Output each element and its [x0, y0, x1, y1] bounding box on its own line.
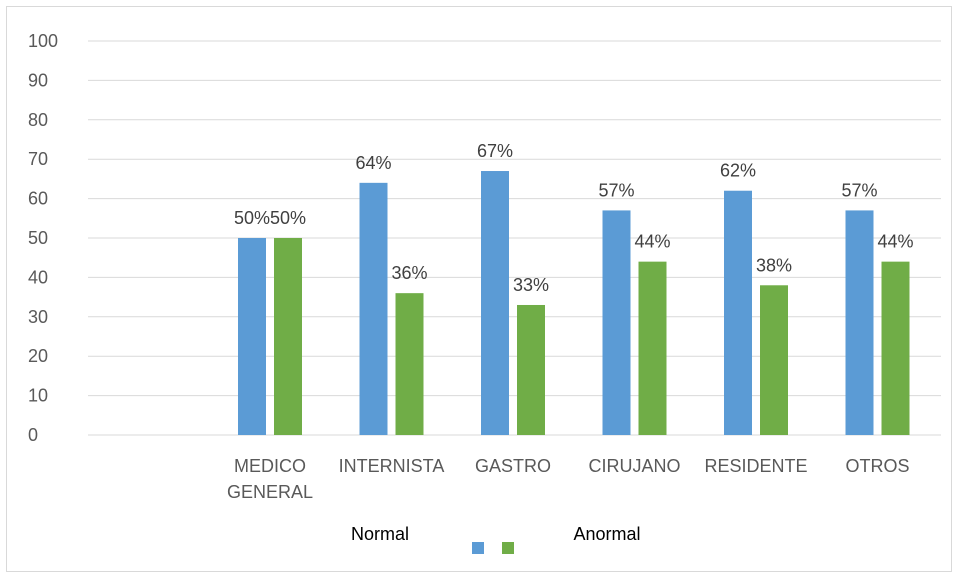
y-tick-label: 40	[28, 267, 48, 287]
y-tick-label: 20	[28, 346, 48, 366]
data-label: 38%	[756, 255, 792, 275]
y-tick-label: 90	[28, 70, 48, 90]
x-tick-label: OTROS	[845, 456, 909, 476]
x-tick-label: GENERAL	[227, 482, 313, 502]
y-tick-label: 10	[28, 386, 48, 406]
data-label: 50%	[270, 208, 306, 228]
x-tick-label: CIRUJANO	[588, 456, 680, 476]
data-label: 62%	[720, 161, 756, 181]
y-tick-label: 70	[28, 149, 48, 169]
x-tick-label: MEDICO	[234, 456, 306, 476]
data-label: 57%	[598, 180, 634, 200]
data-label: 33%	[513, 275, 549, 295]
bar-normal	[481, 171, 509, 435]
bar-normal	[845, 210, 874, 435]
data-label: 50%	[234, 208, 270, 228]
data-label: 44%	[877, 232, 913, 252]
y-tick-label: 0	[28, 425, 38, 445]
bar-anormal	[395, 293, 424, 435]
x-tick-label: INTERNISTA	[339, 456, 445, 476]
data-label: 64%	[355, 153, 391, 173]
bar-anormal	[274, 238, 302, 435]
x-tick-label: RESIDENTE	[704, 456, 807, 476]
bar-normal	[238, 238, 266, 435]
y-tick-label: 50	[28, 228, 48, 248]
bar-anormal	[881, 261, 910, 435]
bar-anormal	[638, 261, 667, 435]
bar-normal	[724, 190, 752, 435]
y-tick-label: 80	[28, 110, 48, 130]
legend-label-normal: Normal	[351, 524, 409, 544]
y-tick-label: 100	[28, 31, 58, 51]
data-label: 36%	[391, 263, 427, 283]
legend-swatch-normal	[472, 542, 484, 554]
data-label: 44%	[634, 232, 670, 252]
bar-normal	[602, 210, 631, 435]
y-tick-label: 30	[28, 307, 48, 327]
x-tick-label: GASTRO	[475, 456, 551, 476]
legend-swatch-anormal	[502, 542, 514, 554]
data-label: 57%	[841, 180, 877, 200]
y-tick-label: 60	[28, 189, 48, 209]
bar-anormal	[760, 285, 788, 435]
chart-frame	[6, 6, 952, 572]
legend-label-anormal: Anormal	[573, 524, 640, 544]
bar-anormal	[517, 304, 545, 435]
bar-normal	[359, 182, 388, 435]
data-label: 67%	[477, 141, 513, 161]
